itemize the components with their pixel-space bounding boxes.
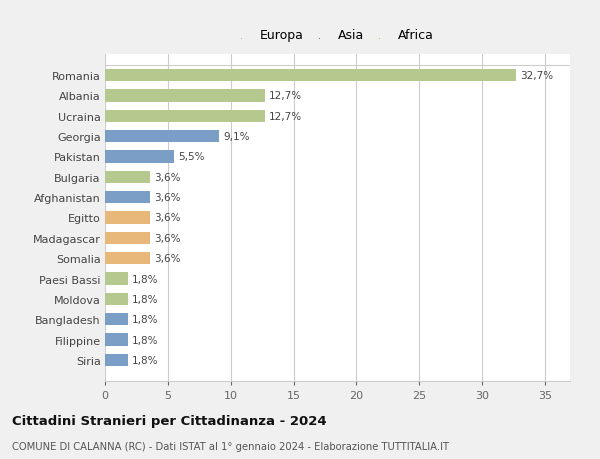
Text: 12,7%: 12,7% bbox=[268, 91, 302, 101]
Bar bbox=[105, 192, 150, 204]
Text: 1,8%: 1,8% bbox=[131, 335, 158, 345]
Text: Cittadini Stranieri per Cittadinanza - 2024: Cittadini Stranieri per Cittadinanza - 2… bbox=[12, 414, 326, 428]
Text: 5,5%: 5,5% bbox=[178, 152, 205, 162]
Text: COMUNE DI CALANNA (RC) - Dati ISTAT al 1° gennaio 2024 - Elaborazione TUTTITALIA: COMUNE DI CALANNA (RC) - Dati ISTAT al 1… bbox=[12, 441, 449, 451]
Text: 1,8%: 1,8% bbox=[131, 294, 158, 304]
Legend: Europa, Asia, Africa: Europa, Asia, Africa bbox=[241, 29, 434, 42]
Bar bbox=[105, 313, 128, 325]
Bar bbox=[105, 151, 174, 163]
Bar bbox=[105, 273, 128, 285]
Bar bbox=[105, 131, 220, 143]
Bar bbox=[105, 70, 516, 82]
Text: 3,6%: 3,6% bbox=[154, 233, 181, 243]
Text: 3,6%: 3,6% bbox=[154, 213, 181, 223]
Text: 12,7%: 12,7% bbox=[268, 112, 302, 122]
Text: 3,6%: 3,6% bbox=[154, 173, 181, 182]
Bar bbox=[105, 334, 128, 346]
Text: 1,8%: 1,8% bbox=[131, 314, 158, 325]
Text: 9,1%: 9,1% bbox=[223, 132, 250, 142]
Bar bbox=[105, 293, 128, 305]
Text: 1,8%: 1,8% bbox=[131, 274, 158, 284]
Text: 32,7%: 32,7% bbox=[520, 71, 553, 81]
Bar bbox=[105, 90, 265, 102]
Bar bbox=[105, 252, 150, 265]
Bar bbox=[105, 232, 150, 244]
Text: 3,6%: 3,6% bbox=[154, 254, 181, 263]
Text: 3,6%: 3,6% bbox=[154, 193, 181, 203]
Text: 1,8%: 1,8% bbox=[131, 355, 158, 365]
Bar bbox=[105, 212, 150, 224]
Bar bbox=[105, 111, 265, 123]
Bar bbox=[105, 354, 128, 366]
Bar bbox=[105, 171, 150, 184]
